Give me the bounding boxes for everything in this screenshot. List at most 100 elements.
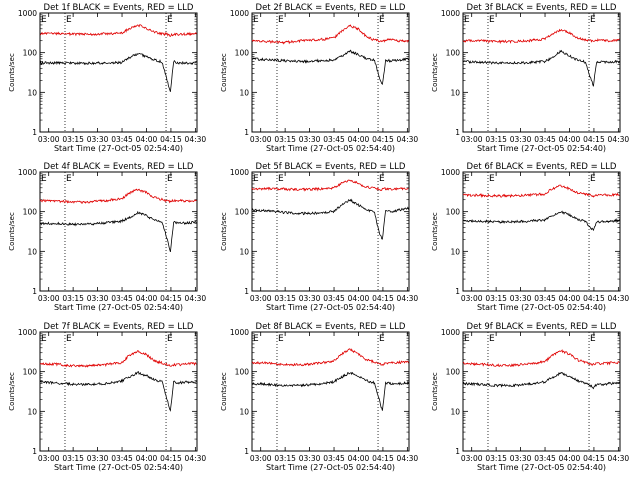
y-tick-label: 100 — [446, 368, 461, 377]
x-axis-label: Start Time (27-Oct-05 02:54:40) — [266, 463, 395, 472]
x-axis-label: Start Time (27-Oct-05 02:54:40) — [477, 303, 606, 312]
x-axis-label: Start Time (27-Oct-05 02:54:40) — [477, 463, 606, 472]
axes-frame — [39, 171, 198, 292]
x-tick-label: 03:15 — [62, 454, 84, 463]
start-marker-label: E — [253, 15, 259, 25]
y-axis-label: Counts/sec — [431, 372, 439, 411]
x-tick-label: 03:45 — [111, 454, 133, 463]
x-tick-label: 03:00 — [38, 294, 60, 303]
y-axis-label: Counts/sec — [220, 53, 228, 92]
y-axis-label: Counts/sec — [8, 372, 16, 411]
y-axis-label: Counts/sec — [431, 53, 439, 92]
axes-frame — [251, 331, 410, 452]
y-tick-label: 1000 — [230, 168, 249, 177]
axes-frame — [251, 12, 410, 133]
x-tick-label: 03:15 — [274, 294, 296, 303]
axes-frame — [462, 331, 621, 452]
x-tick-label: 03:30 — [510, 135, 532, 144]
y-tick-label: 1000 — [441, 328, 460, 337]
y-tick-label: 1 — [32, 287, 37, 296]
x-tick-label: 04:15 — [372, 294, 394, 303]
chart-title: Det 2f BLACK = Events, RED = LLD — [256, 3, 406, 13]
y-tick-label: 1 — [244, 128, 249, 137]
y-tick-label: 1000 — [230, 9, 249, 18]
start-marker-label: E — [464, 174, 470, 184]
x-tick-label: 03:45 — [534, 454, 556, 463]
x-tick-label: 03:00 — [250, 135, 272, 144]
x-tick-label: 03:00 — [38, 454, 60, 463]
x-tick-label: 03:45 — [534, 294, 556, 303]
y-tick-label: 10 — [450, 247, 460, 256]
x-tick-label: 04:15 — [583, 294, 605, 303]
x-tick-label: 04:30 — [185, 135, 207, 144]
start-marker-label: E — [253, 174, 259, 184]
y-tick-label: 10 — [27, 247, 37, 256]
y-tick-label: 100 — [23, 208, 38, 217]
x-tick-label: 04:00 — [348, 454, 370, 463]
x-axis-label: Start Time (27-Oct-05 02:54:40) — [54, 303, 183, 312]
y-tick-label: 10 — [27, 88, 37, 97]
x-tick-label: 04:00 — [348, 294, 370, 303]
y-tick-label: 1 — [455, 287, 460, 296]
y-tick-label: 100 — [235, 49, 250, 58]
x-axis-label: Start Time (27-Oct-05 02:54:40) — [266, 303, 395, 312]
axes-frame — [39, 12, 198, 133]
x-tick-label: 04:00 — [559, 454, 581, 463]
start-marker-label: E — [464, 334, 470, 344]
event-marker-label: E — [590, 15, 596, 25]
x-tick-label: 03:00 — [250, 454, 272, 463]
chart-title: Det 5f BLACK = Events, RED = LLD — [256, 162, 406, 172]
series-line-events — [39, 52, 197, 92]
y-tick-label: 1000 — [441, 9, 460, 18]
x-tick-label: 04:30 — [185, 294, 207, 303]
chart-title: Det 9f BLACK = Events, RED = LLD — [467, 322, 617, 332]
series-line-lld — [39, 349, 197, 368]
x-tick-label: 04:30 — [397, 135, 419, 144]
series-line-events — [462, 372, 620, 390]
x-tick-label: 04:30 — [397, 454, 419, 463]
x-tick-label: 03:00 — [38, 135, 60, 144]
y-tick-label: 100 — [446, 49, 461, 58]
event-marker-label: E — [66, 15, 72, 25]
y-tick-label: 100 — [23, 49, 38, 58]
x-tick-label: 04:15 — [583, 135, 605, 144]
y-tick-label: 10 — [450, 407, 460, 416]
y-tick-label: 10 — [239, 88, 249, 97]
series-line-events — [462, 210, 620, 232]
series-line-lld — [251, 179, 409, 192]
y-tick-label: 100 — [235, 208, 250, 217]
y-tick-label: 100 — [235, 368, 250, 377]
x-tick-label: 03:45 — [534, 135, 556, 144]
x-tick-label: 03:00 — [461, 135, 483, 144]
y-tick-label: 1000 — [18, 168, 37, 177]
x-tick-label: 03:30 — [299, 454, 321, 463]
x-tick-label: 04:30 — [608, 454, 630, 463]
x-tick-label: 03:15 — [485, 135, 507, 144]
x-tick-label: 04:30 — [185, 454, 207, 463]
y-tick-label: 1000 — [18, 328, 37, 337]
event-marker-label: E — [66, 174, 72, 184]
x-tick-label: 04:15 — [160, 294, 182, 303]
x-tick-label: 04:30 — [397, 294, 419, 303]
x-tick-label: 03:15 — [274, 454, 296, 463]
event-marker-label: E — [278, 15, 284, 25]
x-tick-label: 03:30 — [87, 135, 109, 144]
x-tick-label: 03:30 — [510, 454, 532, 463]
chart-title: Det 7f BLACK = Events, RED = LLD — [44, 322, 194, 332]
y-tick-label: 1 — [244, 447, 249, 456]
x-tick-label: 04:30 — [608, 294, 630, 303]
axes-frame — [251, 171, 410, 292]
x-tick-label: 03:45 — [323, 454, 345, 463]
y-tick-label: 1 — [32, 447, 37, 456]
chart-title: Det 6f BLACK = Events, RED = LLD — [467, 162, 617, 172]
x-tick-label: 03:15 — [274, 135, 296, 144]
event-marker-label: E — [379, 334, 385, 344]
axes-frame — [39, 331, 198, 452]
